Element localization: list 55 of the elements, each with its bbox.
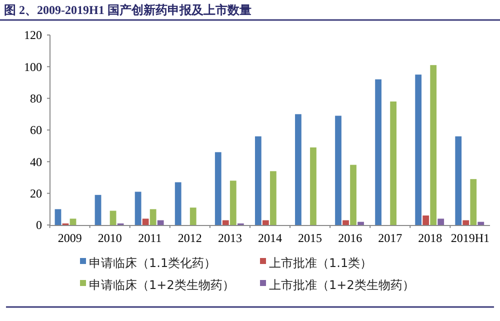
- bar: [214, 152, 222, 225]
- bar: [94, 194, 102, 225]
- x-tick-label: 2009: [58, 231, 82, 245]
- x-tick-label: 2010: [98, 231, 122, 245]
- x-tick-label: 2012: [178, 231, 202, 245]
- bar: [438, 218, 444, 225]
- x-tick-label: 2014: [258, 231, 282, 245]
- y-tick-label: 60: [30, 123, 42, 138]
- bar: [310, 147, 316, 225]
- chart-title: 图 2、2009-2019H1 国产创新药申报及上市数量: [4, 3, 252, 17]
- legend-label: 申请临床（1+2类生物药）: [89, 278, 234, 292]
- bar: [70, 218, 76, 225]
- x-tick-label: 2019H1: [450, 231, 490, 245]
- legend-label: 申请临床（1.1类化药）: [89, 256, 216, 270]
- bar: [455, 136, 462, 225]
- y-tick-label: 0: [36, 218, 42, 232]
- x-tick-label: 2016: [338, 231, 362, 245]
- bar: [375, 79, 382, 225]
- bar: [150, 209, 156, 225]
- bar: [157, 220, 164, 225]
- y-tick-label: 40: [30, 154, 42, 169]
- bar: [222, 220, 229, 225]
- bar: [422, 216, 430, 225]
- legend-label: 上市批准（1+2类生物药）: [269, 278, 414, 292]
- bar: [230, 180, 236, 225]
- y-tick-label: 20: [30, 186, 42, 201]
- x-tick-label: 2017: [378, 231, 402, 245]
- bar: [134, 192, 142, 225]
- x-tick-label: 2018: [418, 231, 442, 245]
- bar: [270, 171, 276, 225]
- bar: [415, 74, 422, 225]
- bar: [390, 102, 396, 225]
- bar: [470, 179, 477, 225]
- x-tick-label: 2015: [298, 231, 322, 245]
- y-tick-label: 100: [24, 60, 42, 74]
- bar: [335, 116, 342, 225]
- legend-label: 上市批准（1.1类）: [269, 256, 372, 270]
- y-tick-label: 80: [30, 92, 42, 106]
- bar: [190, 208, 196, 225]
- bar: [174, 182, 182, 225]
- bar: [295, 114, 302, 225]
- bar: [262, 220, 269, 225]
- bar: [54, 209, 62, 225]
- x-tick-label: 2013: [218, 231, 242, 245]
- bar: [342, 220, 349, 225]
- bar: [110, 210, 116, 225]
- y-tick-label: 120: [24, 28, 42, 42]
- bar: [478, 222, 484, 225]
- x-tick-label: 2011: [138, 231, 162, 245]
- bar: [462, 220, 470, 225]
- bar: [350, 164, 356, 225]
- bar: [430, 65, 437, 225]
- bar: [142, 218, 149, 225]
- bar: [254, 136, 262, 225]
- bar: [358, 222, 364, 225]
